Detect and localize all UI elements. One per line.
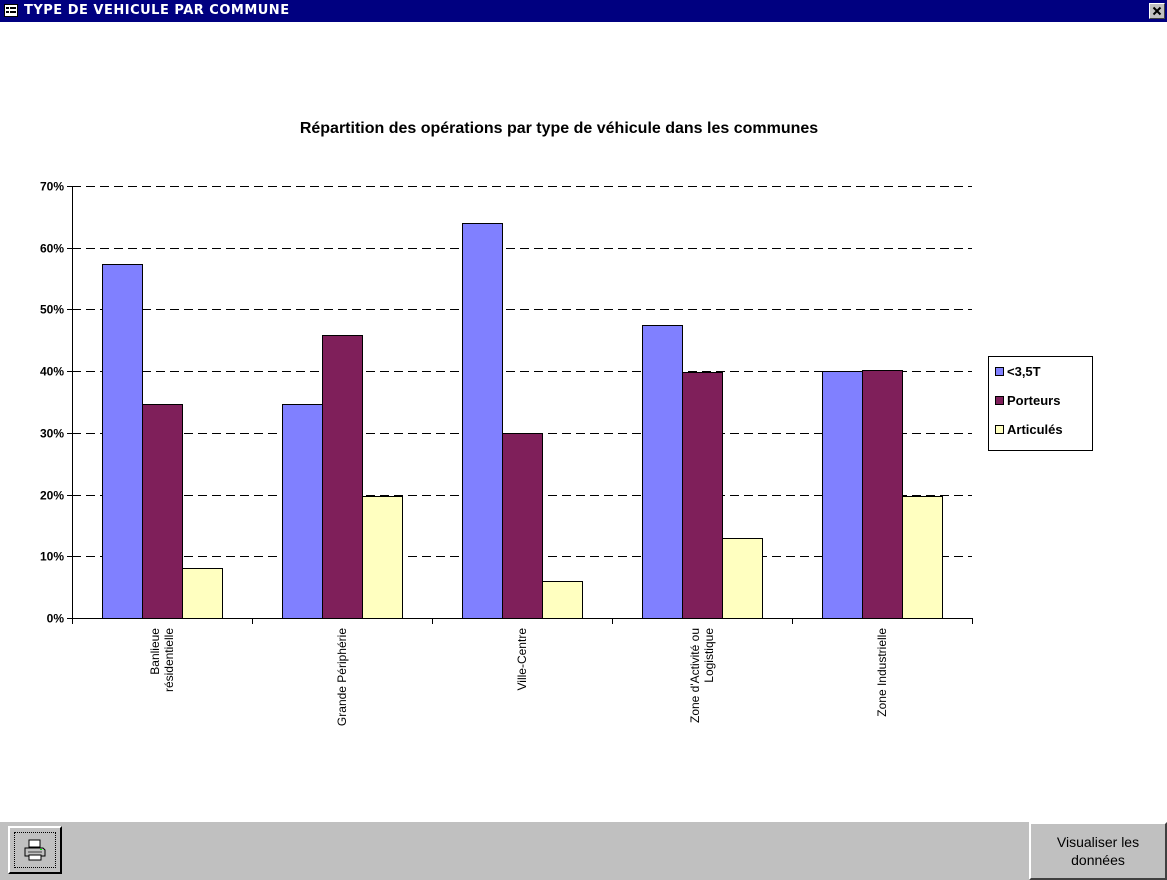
bar [722, 538, 763, 619]
x-category-label: résidentielle [162, 628, 176, 692]
y-tick-label: 30% [40, 427, 64, 441]
legend-swatch [995, 367, 1004, 376]
bars [102, 223, 943, 619]
y-axis-ticks: 0% 10% 20% 30% 40% 50% 60% 70% [40, 180, 72, 626]
chart-area: Répartition des opérations par type de v… [0, 22, 1167, 822]
view-data-button[interactable]: Visualiser les données [1029, 822, 1167, 880]
x-category-label: Zone Industrielle [875, 628, 889, 717]
bar [322, 335, 363, 619]
legend-label: <3,5T [1007, 364, 1041, 379]
bar [682, 372, 723, 619]
x-category-label: Ville-Centre [515, 628, 529, 691]
bar [902, 496, 943, 619]
axes [72, 186, 973, 624]
legend: <3,5T Porteurs Articulés [988, 356, 1093, 451]
y-tick-label: 70% [40, 180, 64, 194]
title-bar[interactable]: TYPE DE VEHICULE PAR COMMUNE [0, 0, 1167, 22]
bar [182, 568, 223, 619]
y-tick-label: 40% [40, 365, 64, 379]
close-icon [1152, 6, 1162, 16]
legend-swatch [995, 425, 1004, 434]
bar [822, 371, 863, 619]
x-axis-labels: Banlieue résidentielle Grande Périphérie Vi… [148, 628, 889, 726]
form-icon [4, 4, 18, 17]
y-tick-label: 20% [40, 489, 64, 503]
bar [542, 581, 583, 619]
chart-title: Répartition des opérations par type de v… [300, 120, 818, 137]
legend-swatch [995, 396, 1004, 405]
bar [102, 264, 143, 619]
legend-label: Porteurs [1007, 393, 1060, 408]
y-tick-label: 0% [47, 612, 65, 626]
bar [502, 433, 543, 619]
legend-label: Articulés [1007, 422, 1063, 437]
x-category-label: Zone d'Activité ou [688, 628, 702, 723]
bar [142, 404, 183, 619]
y-tick-label: 10% [40, 550, 64, 564]
footer-bar: Visualiser les données [0, 822, 1167, 880]
print-button[interactable] [8, 826, 62, 874]
view-data-label: Visualiser les données [1056, 834, 1140, 868]
bar [362, 496, 403, 619]
printer-icon [24, 839, 46, 861]
bar-chart: Répartition des opérations par type de v… [40, 120, 1093, 726]
bar [642, 325, 683, 619]
bar [462, 223, 503, 619]
bar [282, 404, 323, 619]
focus-rect [14, 832, 56, 868]
close-button[interactable] [1149, 3, 1165, 19]
x-category-label: Logistique [702, 628, 716, 683]
legend-box [988, 356, 1093, 451]
window-title: TYPE DE VEHICULE PAR COMMUNE [24, 3, 290, 18]
x-category-label: Grande Périphérie [335, 628, 349, 726]
x-category-label: Banlieue [148, 628, 162, 675]
bar [862, 370, 903, 619]
y-tick-label: 50% [40, 303, 64, 317]
y-tick-label: 60% [40, 242, 64, 256]
